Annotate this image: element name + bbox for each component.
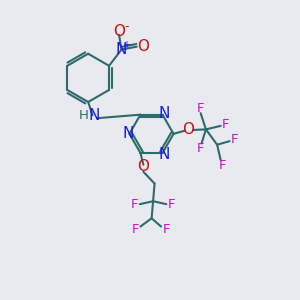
Text: N: N (158, 147, 170, 162)
Text: F: F (218, 158, 226, 172)
Text: F: F (222, 118, 230, 131)
Text: O: O (113, 24, 125, 39)
Text: N: N (116, 42, 127, 57)
Text: H: H (79, 109, 89, 122)
Text: F: F (131, 223, 139, 236)
Text: O: O (137, 39, 149, 54)
Text: N: N (88, 108, 100, 123)
Text: N: N (158, 106, 170, 121)
Text: N: N (122, 126, 134, 141)
Text: +: + (122, 40, 130, 50)
Text: F: F (231, 133, 238, 146)
Text: F: F (163, 223, 170, 236)
Text: O: O (182, 122, 194, 137)
Text: F: F (168, 198, 176, 211)
Text: F: F (197, 102, 204, 115)
Text: O: O (137, 159, 149, 174)
Text: -: - (124, 20, 129, 32)
Text: F: F (196, 142, 204, 155)
Text: F: F (131, 198, 138, 211)
